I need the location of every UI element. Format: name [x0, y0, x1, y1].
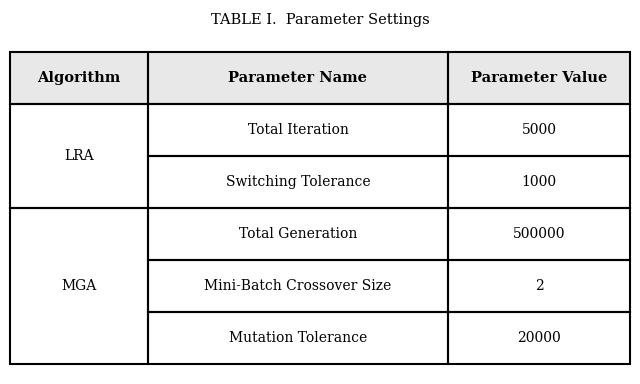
- Bar: [448, 260, 630, 312]
- Bar: [448, 208, 630, 260]
- Bar: [448, 208, 630, 260]
- Bar: [148, 156, 448, 208]
- Bar: [148, 208, 448, 260]
- Bar: [448, 156, 630, 208]
- Text: 20000: 20000: [517, 331, 561, 345]
- Bar: [10, 104, 148, 208]
- Text: Mutation Tolerance: Mutation Tolerance: [229, 331, 367, 345]
- Bar: [10, 52, 148, 104]
- Bar: [448, 104, 630, 156]
- Bar: [148, 104, 448, 156]
- Bar: [448, 260, 630, 312]
- Text: TABLE I.  Parameter Settings: TABLE I. Parameter Settings: [211, 13, 429, 27]
- Text: Switching Tolerance: Switching Tolerance: [226, 175, 371, 189]
- Bar: [448, 156, 630, 208]
- Text: 2: 2: [534, 279, 543, 293]
- Bar: [448, 312, 630, 364]
- Bar: [10, 52, 148, 104]
- Bar: [10, 208, 148, 364]
- Text: 500000: 500000: [513, 227, 565, 241]
- Text: Total Generation: Total Generation: [239, 227, 357, 241]
- Bar: [448, 52, 630, 104]
- Bar: [148, 208, 448, 260]
- Bar: [148, 312, 448, 364]
- Text: Total Iteration: Total Iteration: [248, 123, 348, 137]
- Text: Parameter Value: Parameter Value: [471, 71, 607, 85]
- Bar: [448, 312, 630, 364]
- Bar: [148, 104, 448, 156]
- Bar: [148, 52, 448, 104]
- Text: LRA: LRA: [64, 149, 94, 163]
- Text: MGA: MGA: [61, 279, 97, 293]
- Bar: [148, 156, 448, 208]
- Bar: [148, 260, 448, 312]
- Bar: [148, 312, 448, 364]
- Bar: [10, 208, 148, 364]
- Bar: [148, 260, 448, 312]
- Bar: [10, 104, 148, 208]
- Bar: [448, 104, 630, 156]
- Bar: [448, 52, 630, 104]
- Bar: [148, 52, 448, 104]
- Text: Parameter Name: Parameter Name: [228, 71, 367, 85]
- Text: Algorithm: Algorithm: [37, 71, 120, 85]
- Text: 1000: 1000: [522, 175, 557, 189]
- Text: 5000: 5000: [522, 123, 557, 137]
- Text: Mini-Batch Crossover Size: Mini-Batch Crossover Size: [204, 279, 392, 293]
